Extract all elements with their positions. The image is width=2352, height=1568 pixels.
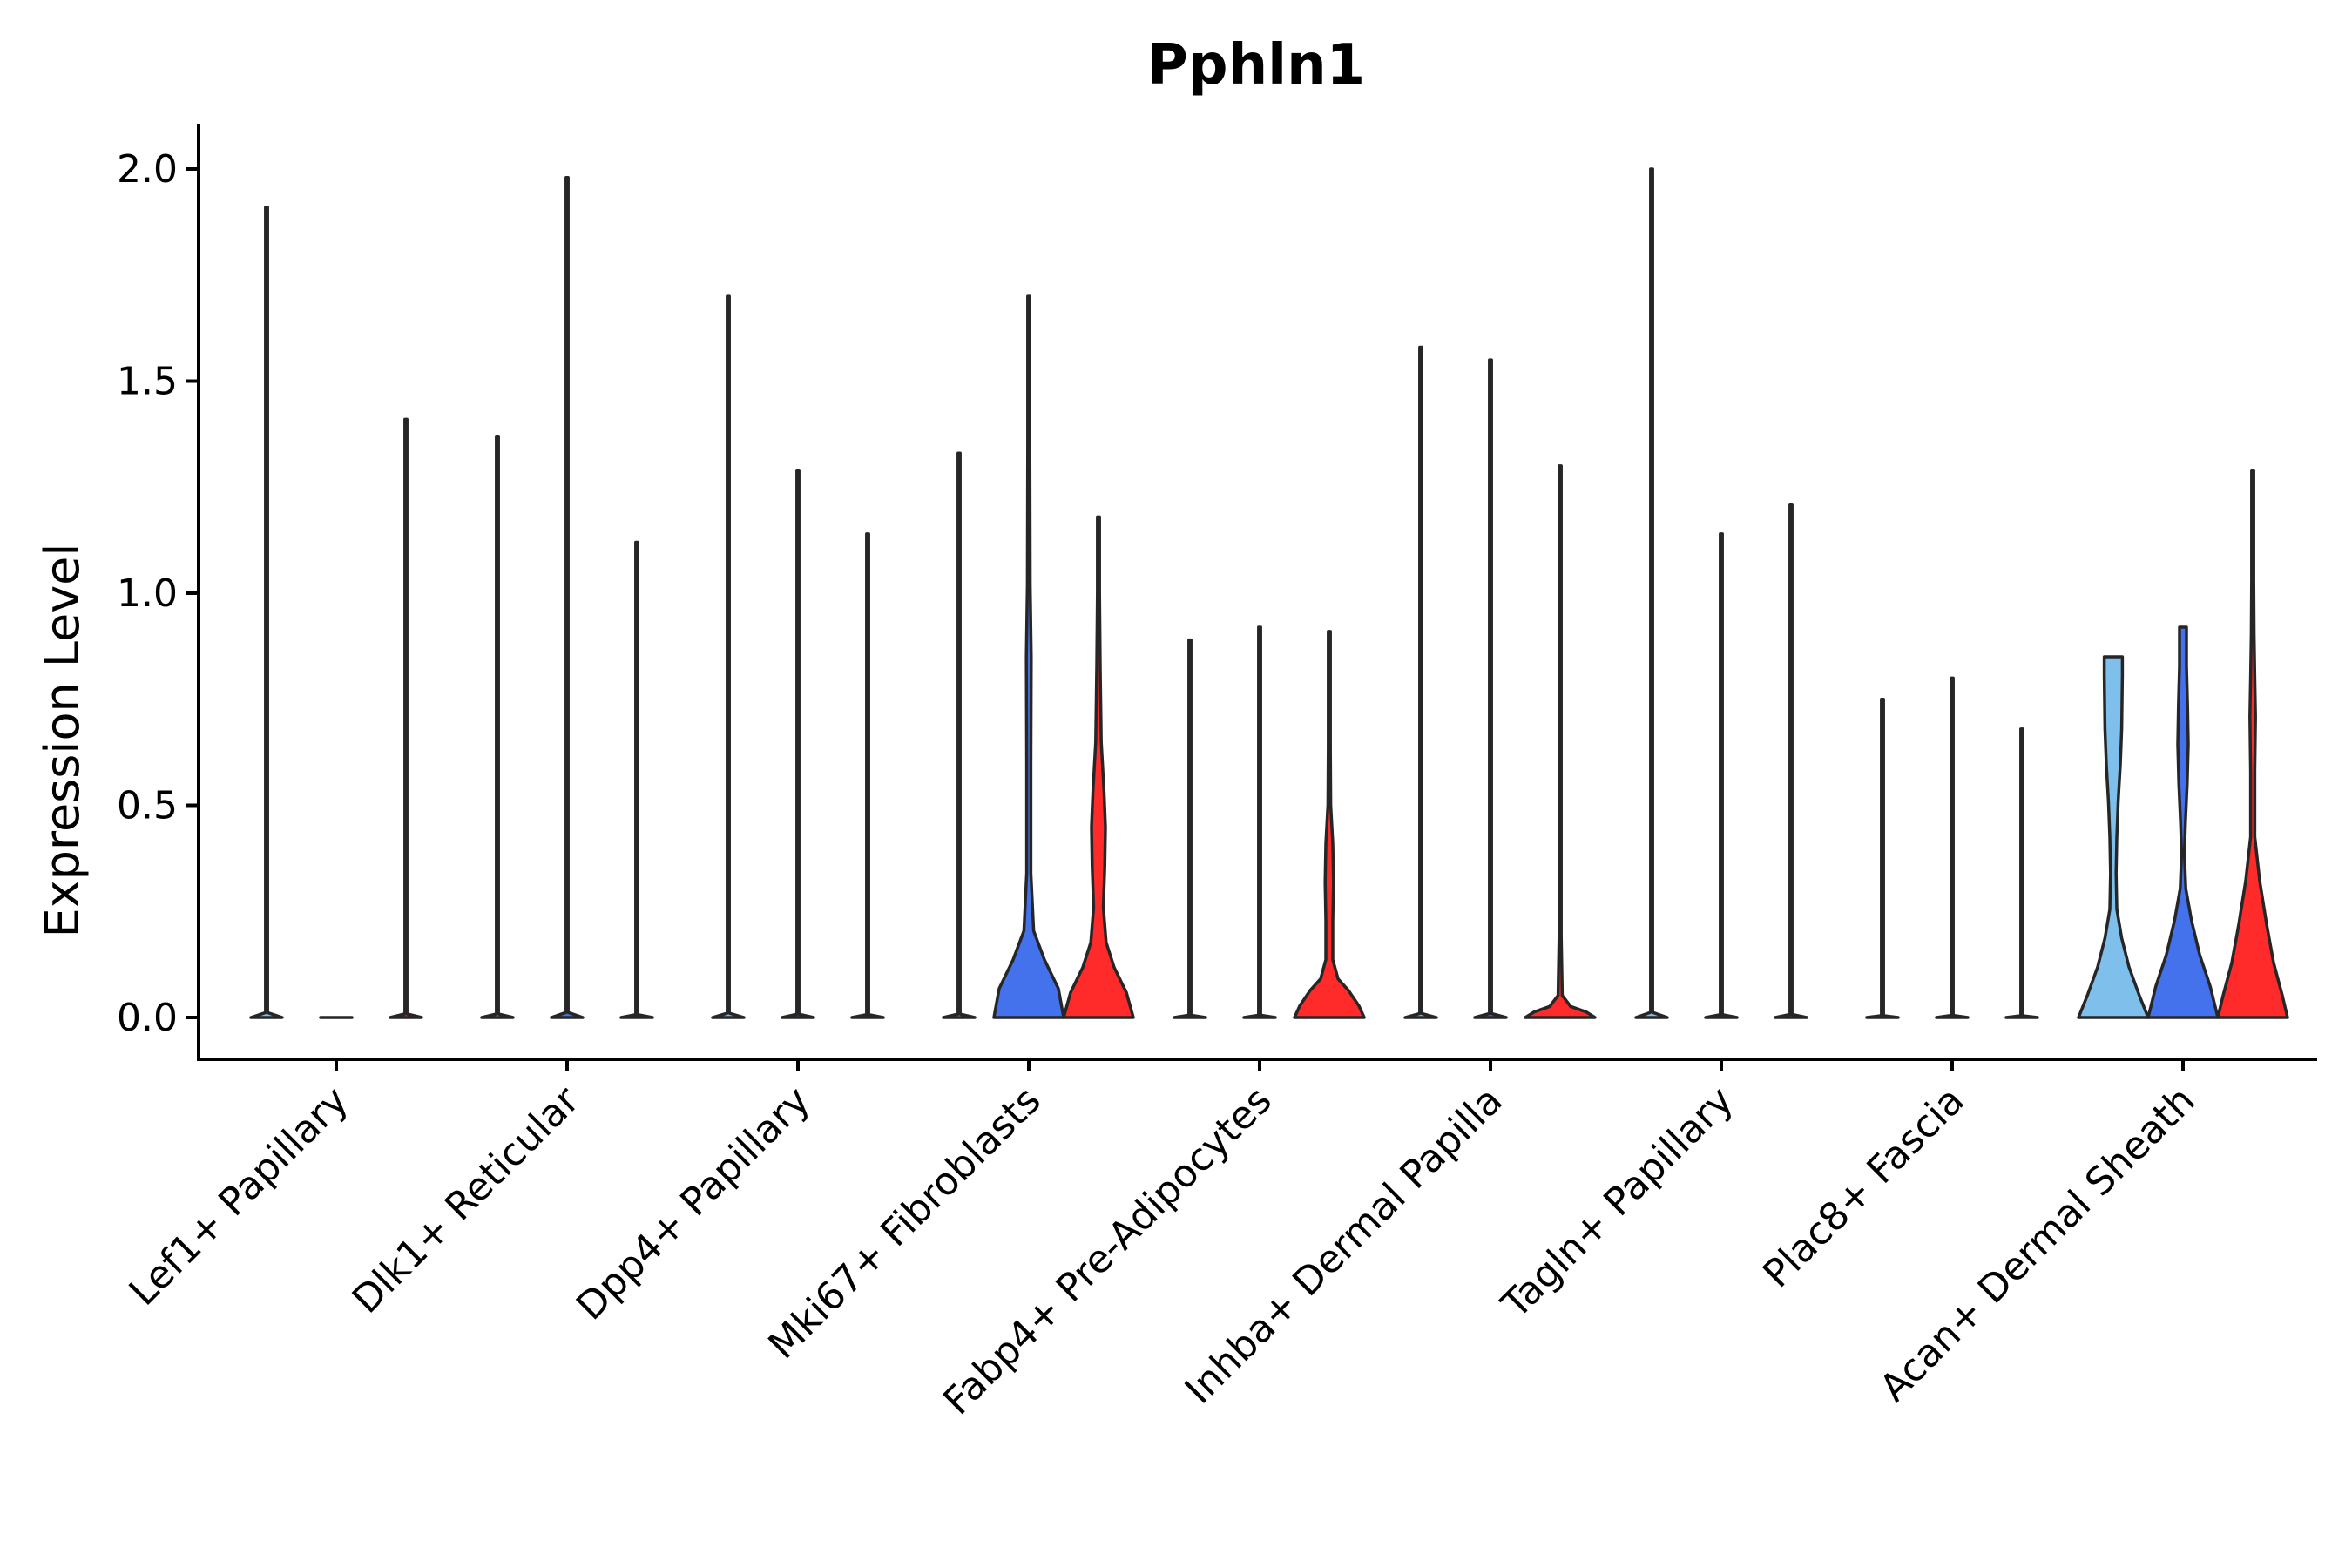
x-tick-label: Dpp4+ Papillary bbox=[568, 1078, 819, 1329]
violin-3-group-2 bbox=[781, 469, 815, 1019]
violin-9-group-2 bbox=[2146, 625, 2220, 1019]
violin-2-group-3 bbox=[619, 540, 654, 1019]
violin-6-group-1 bbox=[1403, 345, 1438, 1019]
y-tick-label: 1.0 bbox=[117, 571, 178, 616]
violin-5-group-2 bbox=[1242, 625, 1277, 1019]
violin-7-group-2 bbox=[1704, 532, 1739, 1019]
y-axis-ticks: 0.0 0.5 1.0 1.5 2.0 bbox=[117, 147, 199, 1040]
violin-layer bbox=[249, 167, 2289, 1019]
x-tick-label: Dlk1+ Reticular bbox=[344, 1078, 589, 1322]
violin-6-group-2 bbox=[1473, 358, 1508, 1019]
violin-4-group-1 bbox=[942, 451, 977, 1019]
violin-8-group-2 bbox=[1935, 676, 1970, 1019]
y-axis-label: Expression Level bbox=[35, 544, 90, 938]
violin-7-group-1 bbox=[1634, 167, 1669, 1019]
violin-9-group-1 bbox=[2077, 655, 2150, 1019]
violin-8-group-1 bbox=[1865, 698, 1900, 1019]
x-tick-label: Tagln+ Papillary bbox=[1493, 1078, 1742, 1328]
violin-8-group-3 bbox=[2004, 727, 2039, 1019]
violin-5-group-3 bbox=[1293, 630, 1366, 1019]
x-tick-label: Lef1+ Papillary bbox=[121, 1078, 357, 1315]
x-tick-label: Plac8+ Fascia bbox=[1754, 1078, 1973, 1297]
violin-4-group-2 bbox=[992, 294, 1065, 1019]
y-tick-label: 0.0 bbox=[117, 996, 178, 1040]
violin-3-group-3 bbox=[850, 532, 885, 1019]
violin-2-group-2 bbox=[550, 175, 585, 1019]
y-tick-label: 0.5 bbox=[117, 784, 178, 828]
violin-1-group-1 bbox=[249, 206, 284, 1019]
y-tick-label: 2.0 bbox=[117, 147, 178, 192]
violin-6-group-3 bbox=[1524, 464, 1597, 1019]
violin-7-group-3 bbox=[1774, 502, 1808, 1019]
violin-1-group-3 bbox=[389, 417, 423, 1019]
violin-4-group-3 bbox=[1062, 515, 1135, 1019]
violin-2-group-1 bbox=[480, 435, 515, 1019]
y-tick-label: 1.5 bbox=[117, 360, 178, 404]
violin-3-group-1 bbox=[711, 294, 746, 1019]
violin-9-group-3 bbox=[2216, 469, 2289, 1019]
chart-title: Pphln1 bbox=[1147, 33, 1365, 98]
violin-5-group-1 bbox=[1173, 638, 1207, 1019]
